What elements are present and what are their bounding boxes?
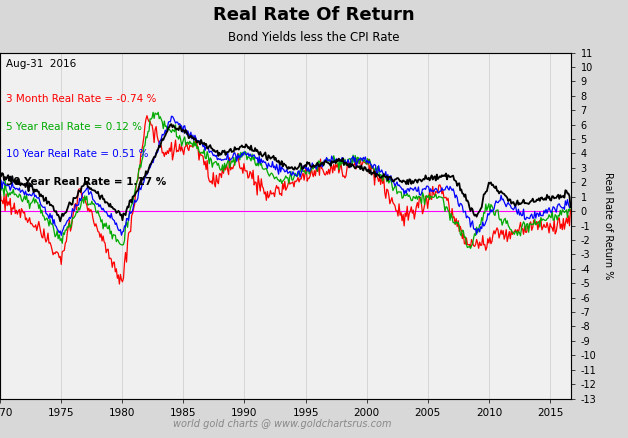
Text: 5 Year Real Rate = 0.12 %: 5 Year Real Rate = 0.12 %: [6, 122, 142, 132]
Y-axis label: Real Rate of Return %: Real Rate of Return %: [603, 172, 613, 279]
Text: 30 Year Real Rate = 1.17 %: 30 Year Real Rate = 1.17 %: [6, 177, 166, 187]
Text: Aug-31  2016: Aug-31 2016: [6, 60, 76, 70]
Text: 3 Month Real Rate = -0.74 %: 3 Month Real Rate = -0.74 %: [6, 94, 156, 104]
Text: world gold charts @ www.goldchartsrus.com: world gold charts @ www.goldchartsrus.co…: [173, 419, 392, 429]
Text: Real Rate Of Return: Real Rate Of Return: [213, 6, 415, 24]
Text: Bond Yields less the CPI Rate: Bond Yields less the CPI Rate: [228, 32, 400, 44]
Text: 10 Year Real Rate = 0.51 %: 10 Year Real Rate = 0.51 %: [6, 149, 148, 159]
